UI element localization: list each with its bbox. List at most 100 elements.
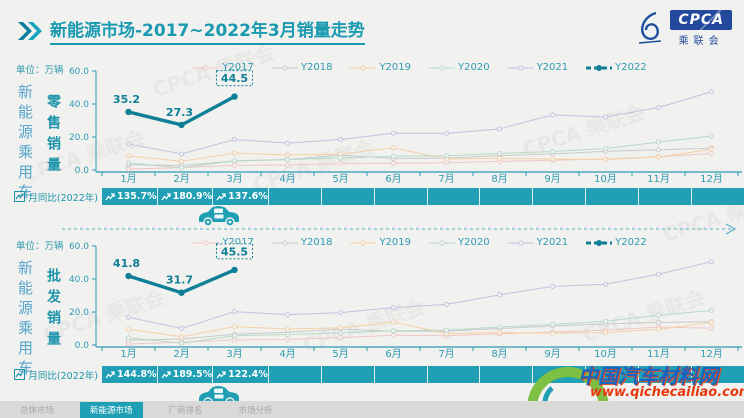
point-label-boxed: 44.5: [221, 72, 248, 85]
legend-label: Y2019: [379, 237, 411, 248]
footer-tab-2[interactable]: 新能源市场: [80, 401, 143, 418]
legend-item-Y2022: Y2022: [586, 62, 647, 73]
x-tick-label: 9月: [544, 173, 560, 185]
wholesale-mom-row: 月同比(2022年) 144.8% 189.5% 122.4%: [0, 366, 744, 383]
mom-cell: 180.9%: [157, 188, 214, 205]
point-label: 35.2: [113, 93, 140, 106]
y-tick-label: 60.0: [69, 242, 89, 252]
x-tick-label: 11月: [647, 173, 670, 185]
mom-value: 189.5%: [172, 369, 213, 380]
series-line-Y2021: [128, 91, 712, 155]
legend-item-Y2021: Y2021: [507, 237, 568, 248]
mom-cell: [480, 188, 534, 205]
legend-item-Y2019: Y2019: [350, 62, 411, 73]
mom-cell: [586, 188, 640, 205]
legend-item-Y2019: Y2019: [350, 237, 411, 248]
legend-item-Y2022: Y2022: [586, 237, 647, 248]
header: 新能源市场-2017~2022年3月销量走势: [18, 16, 365, 45]
retail-group-label: 新能源乘用车: [16, 84, 34, 204]
legend-line-sample: [507, 239, 534, 246]
legend-item-Y2020: Y2020: [429, 62, 490, 73]
mom-cell: [427, 188, 481, 205]
legend-line-sample: [271, 239, 298, 246]
footer-tab-4[interactable]: 市场分析: [238, 405, 273, 416]
mom-value: 122.4%: [228, 369, 268, 380]
x-tick-label: 5月: [332, 348, 348, 360]
legend-item-Y2018: Y2018: [271, 62, 333, 73]
mom-cell: 122.4%: [213, 366, 269, 383]
legend-label: Y2020: [458, 62, 490, 73]
x-tick-label: 4月: [279, 348, 295, 360]
wholesale-unit-label: 单位：万辆: [16, 241, 64, 252]
legend-line-sample: [193, 64, 220, 71]
car-icon: [199, 206, 239, 227]
legend-label: Y2018: [300, 62, 333, 73]
mom-cell: [268, 188, 322, 205]
mom-cell: [692, 366, 744, 383]
x-tick-label: 7月: [438, 348, 454, 360]
y-tick-label: 0.0: [75, 341, 90, 351]
up-trend-icon: [105, 370, 115, 378]
site-name: 中国汽车材料网: [578, 364, 718, 388]
y-tick-label: 20.0: [69, 308, 89, 318]
timeline-arrow: [62, 223, 737, 235]
retail-mom-label: 月同比(2022年): [0, 188, 102, 205]
legend-item-Y2018: Y2018: [271, 237, 332, 248]
x-tick-label: 2月: [173, 173, 189, 185]
y-tick-label: 40.0: [69, 275, 89, 285]
retail-mom-row: 月同比(2022年) 135.7% 180.9% 137.6%: [0, 188, 744, 205]
wholesale-mom-label: 月同比(2022年): [0, 366, 102, 383]
legend-label: Y2020: [458, 237, 490, 248]
point-label: 27.3: [166, 106, 193, 119]
x-tick-label: 6月: [385, 348, 401, 360]
cpca-logo: CPCA 乘联会: [635, 10, 732, 47]
mom-cell: [639, 188, 693, 205]
x-tick-label: 10月: [594, 173, 617, 185]
up-trend-icon: [105, 192, 115, 200]
up-trend-icon: [216, 192, 226, 200]
legend-line-sample: [586, 239, 613, 246]
legend-line-sample: [350, 239, 377, 246]
x-tick-label: 1月: [120, 348, 136, 360]
mom-cell: [374, 366, 428, 383]
legend-item-Y2020: Y2020: [429, 237, 490, 248]
mom-cell: 189.5%: [157, 366, 214, 383]
series-line-Y2018: [128, 321, 712, 341]
trend-chart-icon: [14, 369, 26, 380]
cpca-logo-subtext: 乘联会: [678, 36, 724, 47]
mom-cell: [321, 366, 375, 383]
legend-line-sample: [193, 239, 220, 246]
retail-line-chart: 60.0 40.0 20.0 0.0 1月 2月 3月 4月 5月 6月 7月 8月 9月 10月 11月 1…: [69, 67, 742, 185]
x-tick-label: 3月: [226, 348, 242, 360]
site-url: www.qichecailiao.com: [590, 385, 744, 400]
y-tick-label: 0.0: [75, 166, 90, 176]
x-tick-label: 4月: [279, 173, 295, 185]
mom-cell: [427, 366, 481, 383]
legend-line-sample: [429, 64, 455, 71]
footer-tab-1[interactable]: 总体市场: [20, 405, 55, 416]
mom-cell: [268, 366, 322, 383]
series-line-Y2021: [128, 261, 712, 330]
mom-cell: [374, 188, 428, 205]
up-trend-icon: [161, 192, 171, 200]
mom-cell: [321, 188, 375, 205]
legend-label: Y2019: [379, 62, 411, 73]
footer-tab-3[interactable]: 厂商排名: [168, 405, 203, 416]
mom-cell: [586, 366, 640, 383]
retail-axis-title: 零售销量: [45, 94, 61, 178]
mom-value: 137.6%: [228, 191, 268, 202]
wholesale-mom-label-text: 月同比(2022年): [28, 370, 98, 382]
x-tick-label: 11月: [647, 348, 670, 360]
x-tick-label: 6月: [385, 173, 401, 185]
mom-cell: [533, 188, 587, 205]
series-line-Y2020: [128, 309, 712, 344]
x-tick-label: 2月: [173, 348, 189, 360]
mom-cell: 135.7%: [102, 188, 158, 205]
legend-line-sample: [271, 64, 298, 71]
point-label: 31.7: [166, 274, 193, 287]
wholesale-mom-bar: 144.8% 189.5% 122.4%: [102, 366, 744, 383]
series-line-Y2019: [128, 321, 712, 338]
retail-mom-bar: 135.7% 180.9% 137.6%: [102, 188, 744, 205]
double-chevron-icon: [18, 21, 42, 40]
series-line-Y2017: [128, 326, 712, 345]
